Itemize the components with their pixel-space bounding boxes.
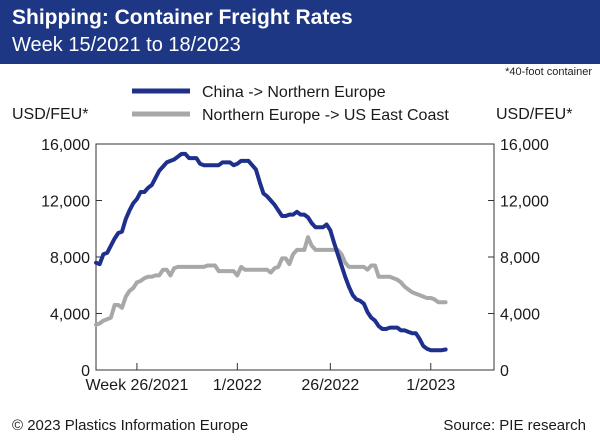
chart-subtitle: Week 15/2021 to 18/2023 xyxy=(12,34,241,56)
x-tick-label: 26/2022 xyxy=(301,377,359,394)
y-tick-label-right: 16,000 xyxy=(500,137,549,154)
y-tick-label-right: 8,000 xyxy=(500,250,540,267)
y-tick-label-left: 8,000 xyxy=(50,250,90,267)
copyright-text: © 2023 Plastics Information Europe xyxy=(12,417,249,434)
y-tick-label-left: 0 xyxy=(81,363,90,380)
y-axis-unit-left: USD/FEU* xyxy=(12,106,88,123)
line-chart: *40-foot container China -> Northern Euro… xyxy=(12,66,592,394)
y-tick-label-right: 4,000 xyxy=(500,307,540,324)
footnote: *40-foot container xyxy=(505,66,592,78)
chart-title: Shipping: Container Freight Rates xyxy=(12,6,353,29)
y-tick-label-left: 12,000 xyxy=(41,194,90,211)
y-tick-label-right: 0 xyxy=(500,363,509,380)
x-tick-label: 1/2023 xyxy=(406,377,455,394)
y-tick-label-left: 16,000 xyxy=(41,137,90,154)
y-tick-label-right: 12,000 xyxy=(500,194,549,211)
x-tick-label: Week 26/2021 xyxy=(85,377,188,394)
y-tick-label-left: 4,000 xyxy=(50,307,90,324)
y-axis-unit-right: USD/FEU* xyxy=(496,106,572,123)
series-line-2 xyxy=(94,235,448,327)
x-tick-label: 1/2022 xyxy=(213,377,262,394)
series-line-1 xyxy=(94,151,448,353)
source-text: Source: PIE research xyxy=(443,417,586,434)
legend-label-2: Northern Europe -> US East Coast xyxy=(202,107,449,124)
chart-header: Shipping: Container Freight Rates Week 1… xyxy=(0,0,600,64)
legend-label-1: China -> Northern Europe xyxy=(202,84,386,101)
